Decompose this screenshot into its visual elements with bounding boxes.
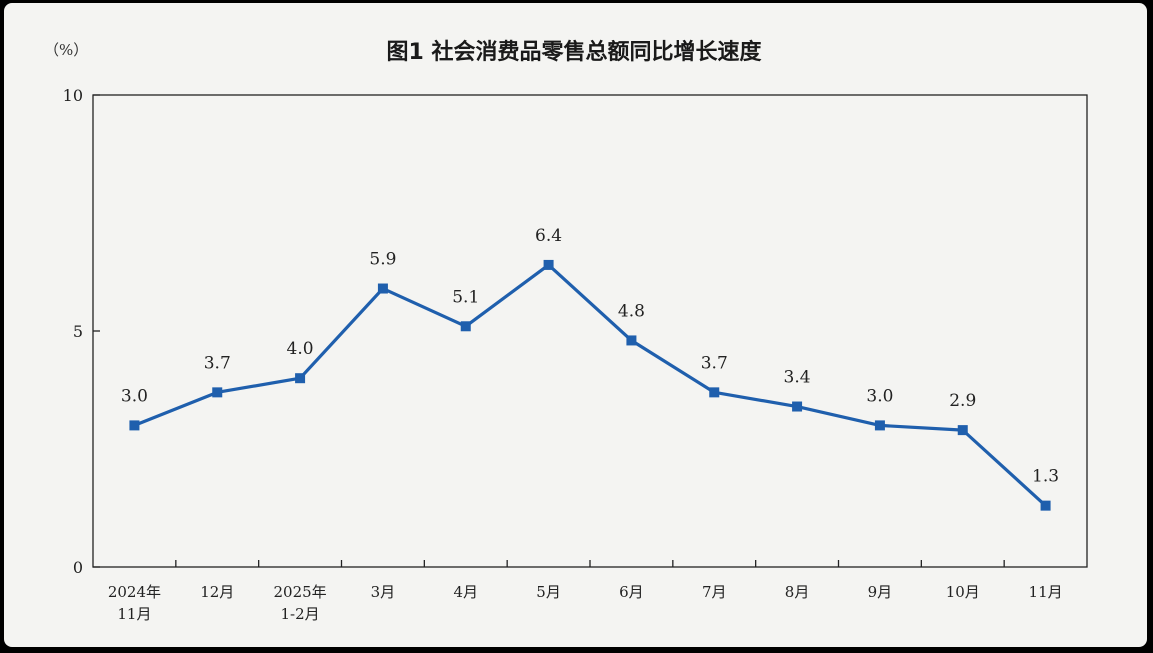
data-point bbox=[543, 259, 554, 270]
chart-title: 图1 社会消费品零售总额同比增长速度 bbox=[387, 39, 763, 65]
data-label: 6.4 bbox=[535, 226, 562, 246]
x-tick-label-line: 2025年 bbox=[273, 583, 326, 601]
x-tick-label-line: 3月 bbox=[371, 583, 396, 601]
data-label: 4.0 bbox=[287, 339, 314, 359]
x-tick-label: 6月 bbox=[619, 583, 644, 601]
x-tick-label-line: 5月 bbox=[536, 583, 561, 601]
x-tick-label-line: 7月 bbox=[702, 583, 727, 601]
x-tick-label: 2025年 1-2月 bbox=[273, 583, 326, 623]
data-point bbox=[295, 373, 306, 384]
data-label: 3.0 bbox=[866, 386, 893, 406]
data-label: 2.9 bbox=[949, 391, 976, 411]
x-tick-label-line: 2024年 bbox=[108, 583, 161, 601]
data-point bbox=[212, 387, 223, 398]
data-point bbox=[874, 420, 885, 431]
x-tick-label-line: 10月 bbox=[946, 583, 980, 601]
y-tick-label: 5 bbox=[73, 322, 83, 341]
data-point bbox=[1040, 500, 1051, 511]
data-point bbox=[460, 321, 471, 332]
x-tick-label: 12月 bbox=[200, 583, 234, 601]
y-tick-label: 10 bbox=[63, 86, 83, 105]
data-point bbox=[129, 420, 140, 431]
x-tick-label-line: 8月 bbox=[785, 583, 810, 601]
line-chart: 图1 社会消费品零售总额同比增长速度 （%） 0 5 10 2024年 11月 12月 20… bbox=[44, 39, 1088, 623]
data-label: 5.9 bbox=[369, 250, 396, 270]
x-tick-label-line: 11月 bbox=[117, 605, 151, 623]
x-tick-label-line: 4月 bbox=[453, 583, 478, 601]
x-tick-label: 7月 bbox=[702, 583, 727, 601]
x-tick-label: 2024年 11月 bbox=[108, 583, 161, 623]
data-point bbox=[957, 425, 968, 436]
y-tick-label: 0 bbox=[73, 558, 83, 577]
x-tick-label: 3月 bbox=[371, 583, 396, 601]
x-tick-label: 8月 bbox=[785, 583, 810, 601]
x-tick-label-line: 6月 bbox=[619, 583, 644, 601]
data-label: 3.7 bbox=[701, 353, 728, 373]
data-point bbox=[709, 387, 720, 398]
x-tick-label-line: 1-2月 bbox=[281, 605, 320, 623]
x-tick-label: 10月 bbox=[946, 583, 980, 601]
data-point bbox=[377, 283, 388, 294]
x-tick-label: 5月 bbox=[536, 583, 561, 601]
y-unit-label: （%） bbox=[44, 41, 88, 59]
chart-panel: 图1 社会消费品零售总额同比增长速度 （%） 0 5 10 2024年 11月 12月 20… bbox=[4, 3, 1147, 647]
data-label: 1.3 bbox=[1032, 467, 1059, 487]
x-tick-label: 9月 bbox=[868, 583, 893, 601]
data-label: 3.4 bbox=[784, 368, 811, 388]
plot-frame bbox=[92, 94, 1088, 568]
data-label: 3.7 bbox=[204, 353, 231, 373]
x-tick-label-line: 9月 bbox=[868, 583, 893, 601]
data-label: 5.1 bbox=[452, 287, 479, 307]
data-label: 4.8 bbox=[618, 301, 645, 321]
data-label: 3.0 bbox=[121, 386, 148, 406]
x-tick-label-line: 11月 bbox=[1029, 583, 1063, 601]
x-tick-label: 11月 bbox=[1029, 583, 1063, 601]
data-point bbox=[626, 335, 637, 346]
x-tick-label-line: 12月 bbox=[200, 583, 234, 601]
data-point bbox=[792, 401, 803, 412]
series-line bbox=[133, 263, 1047, 507]
x-tick-label: 4月 bbox=[453, 583, 478, 601]
